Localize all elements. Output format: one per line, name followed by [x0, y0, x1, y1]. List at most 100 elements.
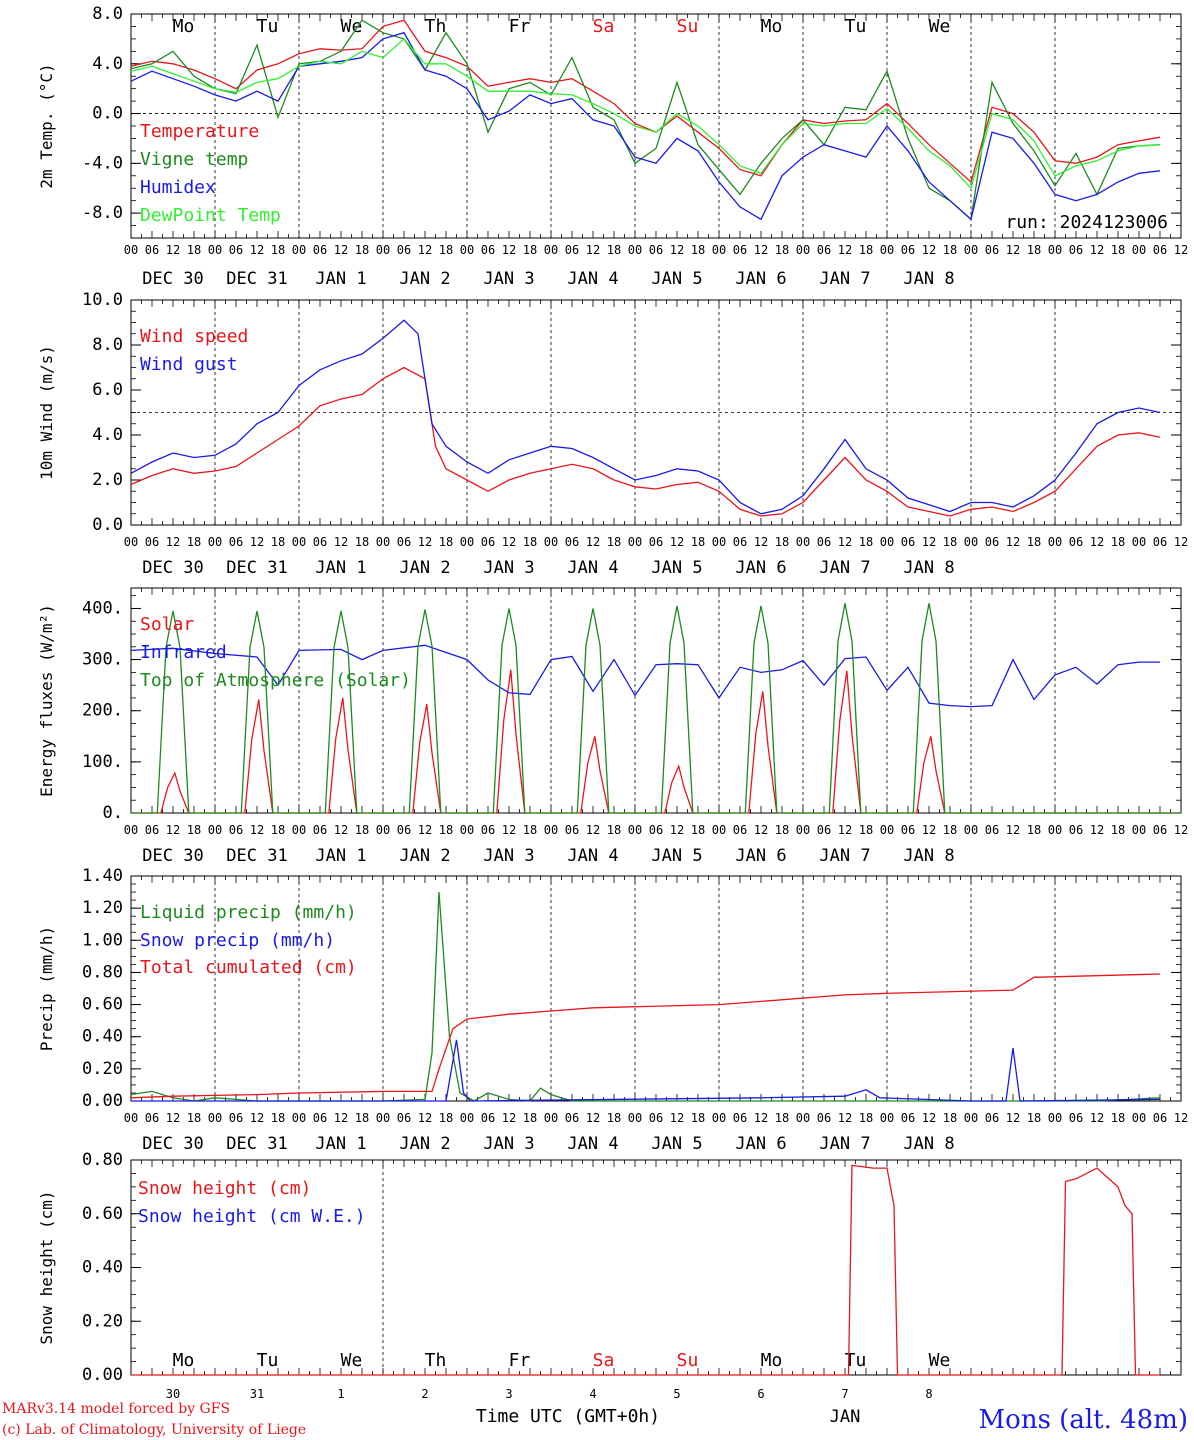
x-hour-label: 18 [691, 1111, 705, 1125]
x-hour-label: 12 [334, 243, 348, 257]
weekday-label: Fr [509, 16, 531, 37]
x-hour-label: 18 [691, 535, 705, 549]
x-hour-label: 00 [292, 823, 306, 837]
x-date-label: JAN 1 [315, 1134, 366, 1154]
x-hour-label: 18 [187, 1111, 201, 1125]
x-hour-label: 12 [1006, 823, 1020, 837]
x-hour-label: 12 [166, 535, 180, 549]
x-hour-label: 12 [334, 1111, 348, 1125]
x-hour-label: 00 [712, 823, 726, 837]
y-tick-label: 0.60 [82, 995, 123, 1015]
x-hour-label: 06 [145, 1111, 159, 1125]
weekday-label: Fr [509, 1350, 531, 1371]
x-hour-label: 12 [670, 823, 684, 837]
x-hour-label: 12 [418, 535, 432, 549]
x-hour-label: 00 [880, 243, 894, 257]
y-axis-title: Snow height (cm) [37, 1190, 56, 1344]
x-date-label: JAN 6 [735, 558, 786, 578]
x-day-number: 6 [757, 1387, 764, 1401]
x-hour-label: 06 [817, 535, 831, 549]
x-date-label: JAN 3 [483, 1134, 534, 1154]
x-hour-label: 18 [523, 243, 537, 257]
x-hour-label: 06 [1069, 823, 1083, 837]
x-date-label: JAN 7 [819, 558, 870, 578]
x-date-label: JAN 7 [819, 1134, 870, 1154]
x-day-number: 8 [925, 1387, 932, 1401]
x-hour-label: 06 [313, 535, 327, 549]
x-hour-label: 18 [943, 535, 957, 549]
x-date-label: DEC 30 [142, 1134, 203, 1154]
x-day-number: 7 [841, 1387, 848, 1401]
x-hour-label: 12 [922, 823, 936, 837]
y-tick-label: 1.40 [82, 866, 123, 886]
x-hour-label: 12 [250, 1111, 264, 1125]
x-date-label: DEC 30 [142, 846, 203, 866]
x-hour-label: 06 [1069, 243, 1083, 257]
x-hour-label: 12 [586, 243, 600, 257]
x-hour-label: 00 [712, 1111, 726, 1125]
x-hour-label: 06 [985, 535, 999, 549]
x-date-label: JAN 7 [819, 846, 870, 866]
x-date-label: JAN 3 [483, 846, 534, 866]
x-hour-label: 12 [1006, 1111, 1020, 1125]
x-hour-label: 12 [754, 535, 768, 549]
x-hour-label: 00 [964, 823, 978, 837]
x-hour-label: 00 [292, 1111, 306, 1125]
x-hour-label: 18 [943, 823, 957, 837]
x-hour-label: 06 [565, 1111, 579, 1125]
x-hour-label: 00 [124, 1111, 138, 1125]
y-tick-label: 2.0 [92, 470, 123, 490]
x-hour-label: 00 [964, 535, 978, 549]
x-hour-label: 12 [166, 1111, 180, 1125]
x-hour-label: 12 [418, 1111, 432, 1125]
x-hour-label: 00 [376, 823, 390, 837]
x-hour-label: 00 [1048, 1111, 1062, 1125]
plot-frame [130, 13, 1182, 239]
y-tick-label: 1.00 [82, 930, 123, 950]
weekday-label: We [929, 16, 951, 37]
legend-entry: Total cumulated (cm) [140, 957, 357, 978]
x-hour-label: 18 [271, 535, 285, 549]
x-hour-label: 18 [355, 535, 369, 549]
x-date-label: DEC 31 [226, 1134, 287, 1154]
x-hour-label: 00 [460, 243, 474, 257]
x-hour-label: 06 [229, 1111, 243, 1125]
x-hour-label: 12 [250, 823, 264, 837]
x-hour-label: 18 [775, 535, 789, 549]
x-hour-label: 18 [607, 535, 621, 549]
x-hour-label: 00 [460, 1111, 474, 1125]
x-hour-label: 18 [859, 535, 873, 549]
x-hour-label: 12 [586, 1111, 600, 1125]
x-day-number: 3 [505, 1387, 512, 1401]
x-hour-label: 12 [670, 1111, 684, 1125]
weekday-label: Tu [257, 1350, 279, 1371]
x-hour-label: 12 [1090, 823, 1104, 837]
weekday-label: Th [425, 16, 447, 37]
x-hour-label: 18 [187, 535, 201, 549]
legend-entry: Wind gust [140, 354, 238, 375]
x-day-number: 30 [166, 1387, 180, 1401]
legend-entry: Humidex [140, 177, 216, 198]
legend-entry: Top of Atmosphere (Solar) [140, 670, 411, 691]
x-date-label: JAN 6 [735, 846, 786, 866]
x-hour-label: 00 [544, 243, 558, 257]
series-line [130, 19, 1161, 221]
x-hour-label: 18 [523, 1111, 537, 1125]
x-hour-label: 00 [880, 823, 894, 837]
x-date-label: JAN 8 [903, 558, 954, 578]
x-hour-label: 00 [460, 823, 474, 837]
weekday-label: Mo [173, 16, 195, 37]
x-hour-label: 18 [1111, 823, 1125, 837]
x-day-number: 1 [337, 1387, 344, 1401]
x-hour-label: 06 [1153, 1111, 1167, 1125]
x-hour-label: 00 [1048, 535, 1062, 549]
series-line [131, 669, 1181, 814]
series-line [131, 603, 1181, 814]
y-tick-label: -8.0 [82, 203, 123, 223]
x-hour-label: 06 [481, 243, 495, 257]
x-hour-label: 06 [397, 243, 411, 257]
x-date-label: JAN 6 [735, 269, 786, 289]
y-tick-label: 100. [82, 752, 123, 772]
weekday-label: We [929, 1350, 951, 1371]
